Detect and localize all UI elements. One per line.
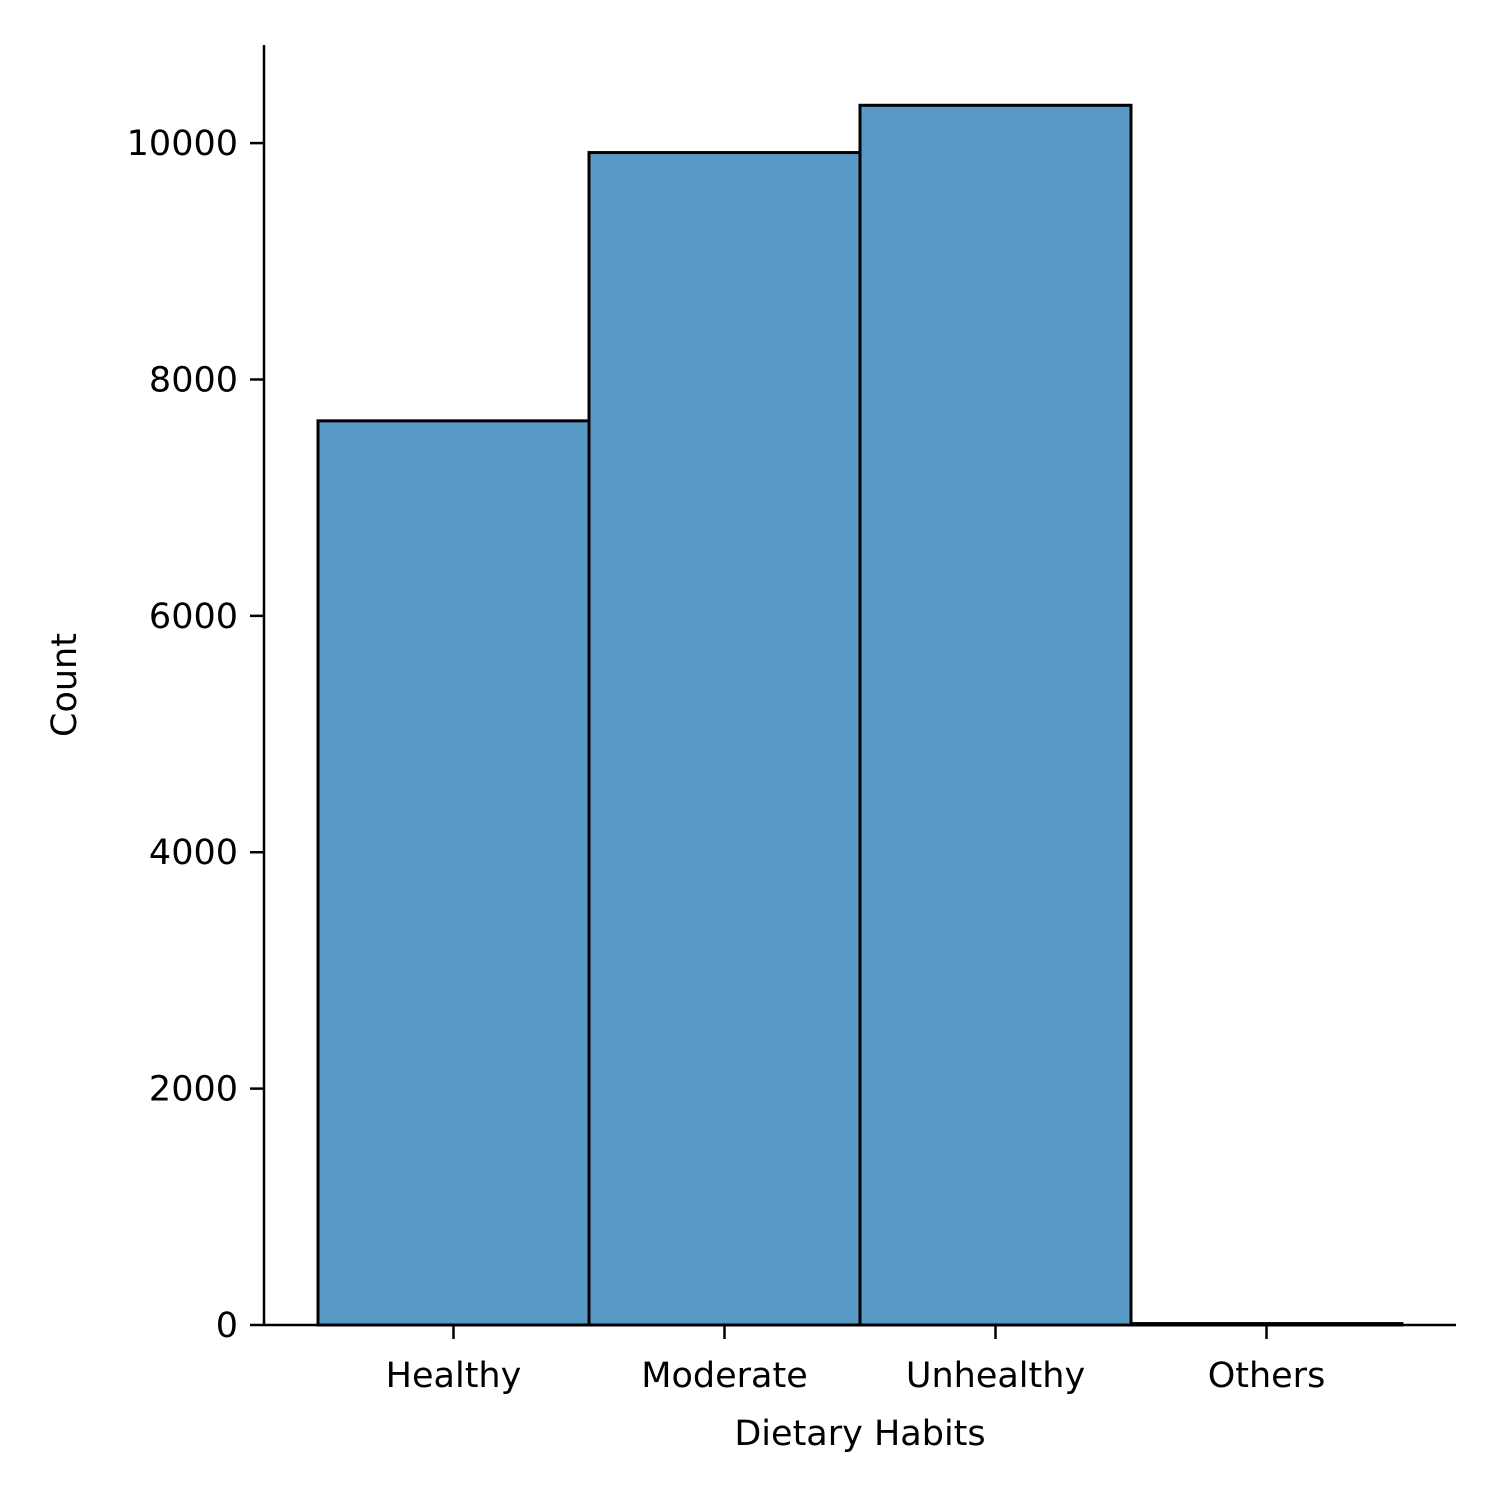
y-axis-title: Count xyxy=(45,633,85,737)
y-ticks: 0 2000 4000 6000 8000 10000 xyxy=(127,124,264,1346)
x-ticks: Healthy Moderate Unhealthy Others xyxy=(386,1325,1326,1396)
bar-healthy xyxy=(316,419,591,1327)
y-tick-label: 2000 xyxy=(149,1070,238,1110)
y-tick-label: 8000 xyxy=(149,360,238,400)
x-tick-label-others: Others xyxy=(1208,1356,1326,1396)
y-tick-label: 6000 xyxy=(149,597,238,637)
y-tick-label: 10000 xyxy=(127,124,238,164)
axes-layer xyxy=(262,45,1456,1327)
x-axis-title: Dietary Habits xyxy=(734,1414,985,1454)
bar-unhealthy xyxy=(858,103,1133,1327)
y-tick-label: 4000 xyxy=(149,833,238,873)
bars-layer xyxy=(316,103,1404,1327)
x-tick-label-healthy: Healthy xyxy=(386,1356,522,1396)
bar-moderate xyxy=(587,151,862,1327)
x-tick-label-moderate: Moderate xyxy=(641,1356,807,1396)
y-tick-label: 0 xyxy=(216,1306,238,1346)
x-tick-label-unhealthy: Unhealthy xyxy=(906,1356,1085,1396)
